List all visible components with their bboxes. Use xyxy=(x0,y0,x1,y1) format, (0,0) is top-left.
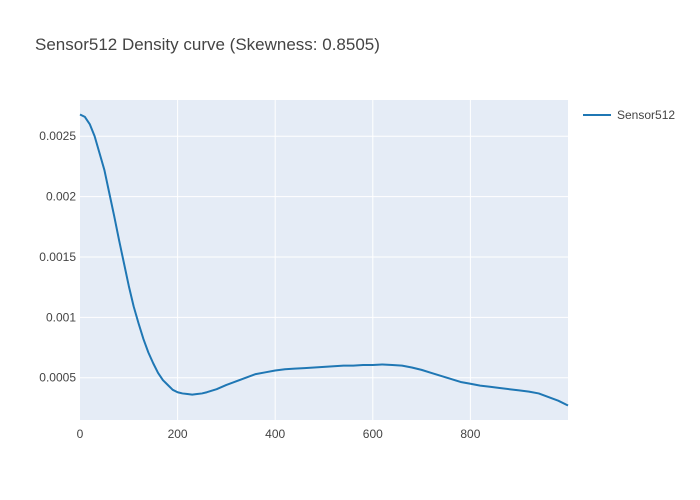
axis-ticks: 0 200 400 600 800 0.0005 0.001 0.0015 0.002 0.002… xyxy=(39,129,480,441)
legend-label-sensor512: Sensor512 xyxy=(617,108,675,122)
series-layer xyxy=(79,113,569,407)
x-tick-label: 200 xyxy=(168,427,188,441)
x-tick-label: 400 xyxy=(265,427,285,441)
x-tick-label: 600 xyxy=(363,427,383,441)
chart-title: Sensor512 Density curve (Skewness: 0.850… xyxy=(35,35,380,54)
y-tick-label: 0.002 xyxy=(46,190,76,204)
legend[interactable]: Sensor512 xyxy=(583,108,675,122)
y-tick-label: 0.0025 xyxy=(39,129,76,143)
y-tick-label: 0.0015 xyxy=(39,250,76,264)
y-tick-label: 0.001 xyxy=(46,310,76,324)
x-tick-label: 800 xyxy=(460,427,480,441)
series-line-sensor512[interactable] xyxy=(79,113,569,407)
grid-lines xyxy=(80,100,568,420)
y-tick-label: 0.0005 xyxy=(39,371,76,385)
x-tick-label: 0 xyxy=(77,427,84,441)
plot-area xyxy=(80,100,568,420)
